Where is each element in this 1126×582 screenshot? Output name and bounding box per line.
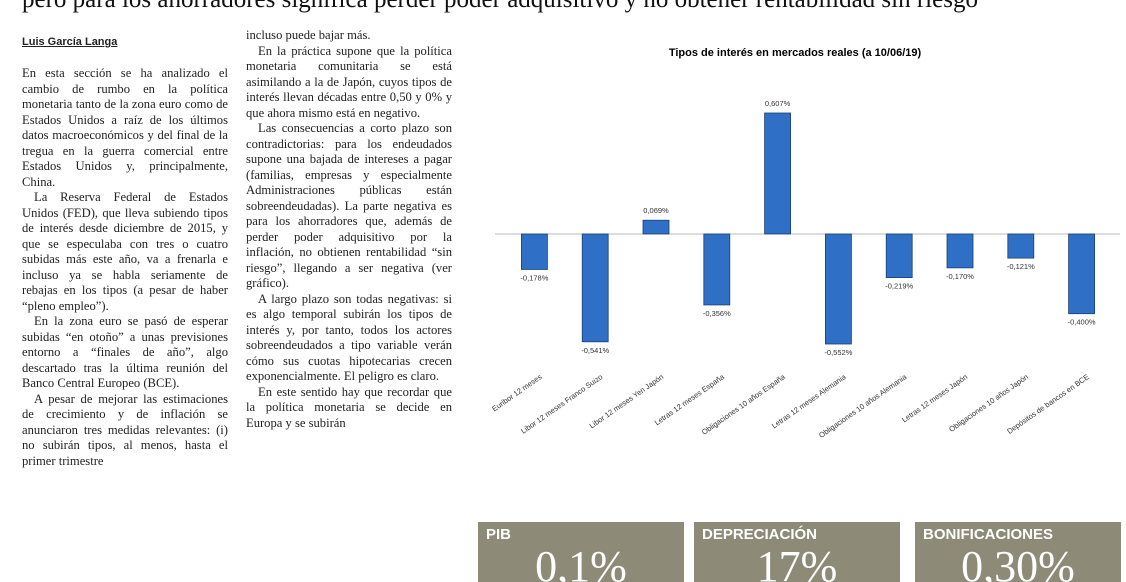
- page: pero para los ahorradores significa perd…: [22, 0, 1122, 582]
- paragraph: Las consecuencias a corto plazo son cont…: [246, 121, 452, 290]
- data-label: -0,552%: [824, 348, 852, 357]
- bar: [703, 233, 731, 306]
- data-label: -0,219%: [885, 282, 913, 291]
- stat-box: BONIFICACIONES 0,30%: [915, 522, 1121, 582]
- data-label: -0,356%: [703, 309, 731, 318]
- data-label: -0,121%: [1007, 262, 1035, 271]
- paragraph: En este sentido hay que recordar que la …: [246, 384, 452, 430]
- paragraph: En la zona euro se pasó de esperar subid…: [22, 314, 228, 390]
- author: Luis García Langa: [22, 36, 118, 48]
- bar: [824, 233, 852, 345]
- headline: pero para los ahorradores significa perd…: [22, 0, 1122, 14]
- data-label: 0,607%: [765, 99, 791, 108]
- bar: [1068, 233, 1095, 315]
- paragraph: incluso puede bajar más.: [246, 28, 371, 42]
- bar: [521, 233, 548, 270]
- bar: [764, 112, 792, 235]
- stat-label: BONIFICACIONES: [923, 526, 1054, 543]
- stat-label: PIB: [486, 526, 512, 543]
- x-tick-label: Letras 12 meses Japón: [900, 372, 969, 424]
- paragraph: En esta sección se ha analizado el cambi…: [22, 66, 228, 189]
- data-label: -0,400%: [1068, 318, 1096, 327]
- article-column: incluso puede bajar más. En la práctica s…: [246, 28, 452, 568]
- data-label: 0,069%: [643, 206, 669, 215]
- chart: Tipos de interés en mercados reales (a 1…: [490, 47, 1120, 440]
- stat-box: PIB 0,1%: [478, 522, 684, 582]
- stat-label: DEPRECIACIÓN: [702, 526, 818, 543]
- paragraph: La Reserva Federal de Estados Unidos (FE…: [22, 190, 228, 313]
- bar: [1007, 233, 1035, 259]
- stat-value: 0,1%: [535, 542, 627, 582]
- bar: [946, 233, 974, 269]
- data-label: -0,178%: [520, 273, 548, 282]
- stat-value: 0,30%: [961, 542, 1075, 582]
- bar: [885, 233, 913, 279]
- stat-box: DEPRECIACIÓN 17%: [694, 522, 900, 582]
- chart-title: Tipos de interés en mercados reales (a 1…: [669, 47, 922, 59]
- stat-value: 17%: [756, 542, 838, 582]
- x-tick-label: Euribor 12 meses: [490, 372, 544, 413]
- paragraph: A largo plazo son todas negativas: si es…: [246, 291, 452, 384]
- article-column: En esta sección se ha analizado el cambi…: [22, 66, 228, 566]
- paragraph: A pesar de mejorar las estimaciones de c…: [22, 391, 228, 468]
- data-label: -0,170%: [946, 272, 974, 281]
- paragraph: En la práctica supone que la política mo…: [246, 43, 452, 120]
- bar: [642, 219, 670, 235]
- bar: [581, 233, 609, 343]
- data-label: -0,541%: [581, 346, 609, 355]
